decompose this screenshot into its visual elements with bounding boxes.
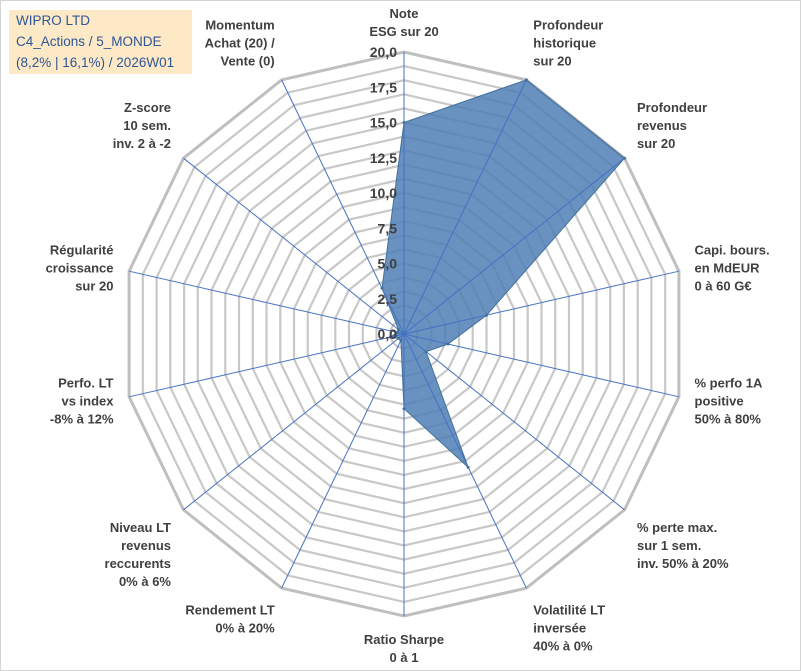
category-label-line: Volatilité LT bbox=[533, 603, 605, 618]
portfolio-label: C4_Actions / 5_MONDE bbox=[16, 34, 162, 49]
axes bbox=[128, 52, 680, 616]
category-label: Profondeur revenus sur 20 bbox=[637, 100, 707, 151]
category-label-line: 50% à 80% bbox=[695, 411, 762, 426]
category-label-line: croissance bbox=[46, 261, 114, 276]
category-label: Capi. bours. en MdEUR 0 à 60 G€ bbox=[695, 243, 770, 294]
data-point bbox=[485, 313, 488, 317]
category-label-line: 0% à 6% bbox=[119, 574, 171, 589]
category-label-line: sur 20 bbox=[637, 136, 675, 151]
category-label-line: % perfo 1A bbox=[695, 375, 764, 390]
category-label-line: -8% à 12% bbox=[50, 411, 114, 426]
category-label: Ratio Sharpe 0 à 1 bbox=[364, 632, 444, 665]
category-label-line: vs index bbox=[61, 393, 114, 408]
tick-label: 17,5 bbox=[370, 79, 397, 95]
data-point bbox=[446, 342, 450, 346]
category-label: % perfo 1A positive 50% à 80% bbox=[695, 375, 764, 426]
category-label-line: Rendement LT bbox=[185, 603, 274, 618]
category-label-line: inv. 2 à -2 bbox=[113, 136, 171, 151]
category-label-line: revenus bbox=[637, 118, 687, 133]
tick-label: 15,0 bbox=[370, 115, 397, 131]
category-label: % perte max. sur 1 sem. inv. 50% à 20% bbox=[637, 520, 729, 571]
data-points bbox=[380, 78, 626, 469]
data-point bbox=[524, 78, 528, 82]
category-label-line: 0% à 20% bbox=[215, 621, 275, 636]
data-point bbox=[397, 328, 400, 332]
axis-spoke bbox=[281, 79, 405, 335]
axis-spoke bbox=[281, 333, 405, 589]
data-point bbox=[397, 336, 400, 340]
tick-label: 12,5 bbox=[370, 150, 397, 166]
category-label: Régularité croissance sur 20 bbox=[46, 243, 114, 294]
info-box: WIPRO LTD C4_Actions / 5_MONDE (8,2% | 1… bbox=[9, 10, 192, 74]
company-name: WIPRO LTD bbox=[16, 13, 90, 28]
axis-spoke bbox=[183, 333, 405, 511]
category-label: Profondeur historique sur 20 bbox=[533, 18, 603, 69]
data-point bbox=[402, 407, 406, 411]
category-label-line: 40% à 0% bbox=[533, 639, 593, 654]
category-label-line: Profondeur bbox=[637, 100, 707, 115]
category-label-line: inversée bbox=[533, 621, 586, 636]
tick-label: 20,0 bbox=[370, 44, 397, 60]
data-point bbox=[399, 338, 403, 342]
category-label-line: ESG sur 20 bbox=[369, 24, 438, 39]
data-point bbox=[402, 121, 406, 124]
category-label-line: sur 1 sem. bbox=[637, 538, 701, 553]
category-label-line: 0 à 60 G€ bbox=[695, 279, 752, 294]
category-label-line: Régularité bbox=[50, 243, 114, 258]
category-label-line: Niveau LT bbox=[110, 520, 171, 535]
axis-spoke bbox=[128, 333, 405, 398]
category-label-line: Momentum bbox=[205, 18, 274, 33]
category-label-line: Achat (20) / bbox=[205, 36, 275, 51]
category-label: Niveau LT revenus reccurents 0% à 6% bbox=[105, 520, 172, 589]
category-label-line: en MdEUR bbox=[695, 261, 761, 276]
category-label-line: sur 20 bbox=[75, 279, 113, 294]
axis-spoke bbox=[403, 79, 527, 335]
category-label-line: Capi. bours. bbox=[695, 243, 770, 258]
data-point bbox=[424, 350, 428, 354]
data-point bbox=[380, 286, 384, 290]
tick-label: 7,5 bbox=[378, 220, 398, 236]
category-label-line: Z-score bbox=[124, 100, 171, 115]
axis-spoke bbox=[183, 157, 405, 335]
axis-spoke bbox=[403, 270, 680, 335]
category-label-line: Vente (0) bbox=[221, 54, 275, 69]
category-label-line: 0 à 1 bbox=[390, 650, 419, 665]
category-label-line: reccurents bbox=[105, 556, 171, 571]
category-label-line: % perte max. bbox=[637, 520, 717, 535]
data-point bbox=[395, 330, 399, 334]
tick-label: 5,0 bbox=[378, 256, 398, 272]
axis-spoke bbox=[403, 333, 527, 589]
category-label: Momentum Achat (20) / Vente (0) bbox=[205, 18, 275, 69]
category-label: Volatilité LT inversée 40% à 0% bbox=[533, 603, 605, 654]
data-point bbox=[388, 335, 392, 339]
category-label-line: historique bbox=[533, 36, 596, 51]
category-label: Z-score 10 sem. inv. 2 à -2 bbox=[113, 100, 171, 151]
category-label-line: inv. 50% à 20% bbox=[637, 556, 729, 571]
axis-spoke bbox=[403, 157, 625, 335]
category-label-line: Perfo. LT bbox=[58, 375, 113, 390]
category-label-line: Ratio Sharpe bbox=[364, 632, 444, 647]
category-label-line: positive bbox=[695, 393, 744, 408]
category-label-line: Profondeur bbox=[533, 18, 603, 33]
axis-spoke bbox=[403, 333, 625, 511]
tick-label: 2,5 bbox=[378, 291, 398, 307]
category-label-line: Note bbox=[390, 6, 419, 21]
category-label-line: sur 20 bbox=[533, 54, 571, 69]
data-point bbox=[466, 465, 470, 469]
category-label-line: 10 sem. bbox=[123, 118, 171, 133]
stats-label: (8,2% | 16,1%) / 2026W01 bbox=[16, 55, 175, 70]
category-label: Note ESG sur 20 bbox=[369, 6, 438, 39]
category-label: Rendement LT 0% à 20% bbox=[185, 603, 275, 636]
tick-label: 0,0 bbox=[378, 326, 398, 342]
category-label: Perfo. LT vs index -8% à 12% bbox=[50, 375, 114, 426]
category-label-line: revenus bbox=[121, 538, 171, 553]
axis-spoke bbox=[403, 333, 680, 398]
tick-label: 10,0 bbox=[370, 185, 397, 201]
axis-spoke bbox=[128, 270, 405, 335]
data-point bbox=[623, 156, 626, 160]
